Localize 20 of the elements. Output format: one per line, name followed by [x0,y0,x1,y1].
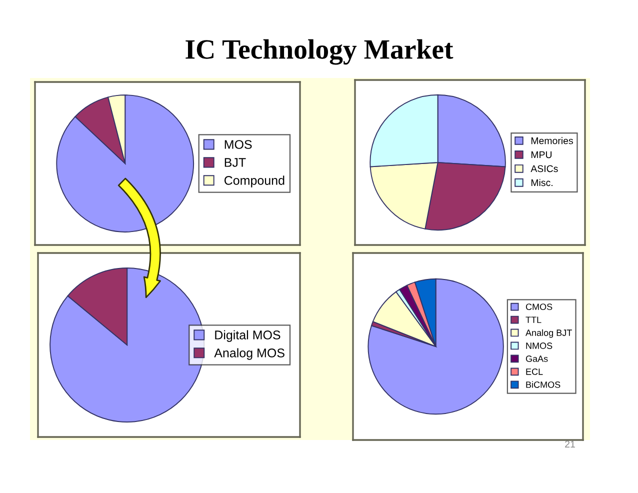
legend-label: Misc. [531,178,552,186]
legend-label: NMOS [526,342,552,349]
pie-slice [368,278,504,415]
legend-label: ECL [526,368,543,375]
pie-slice [56,94,194,232]
legend-label: Memories [531,137,573,144]
legend-label: BiCMOS [526,381,560,388]
legend-label: GaAs [526,356,548,362]
legend-label: Digital MOS [215,330,280,342]
legend-label: CMOS [526,304,552,310]
legend-label: TTL [526,316,542,323]
legend-label: BJT [224,158,246,167]
legend-label: MPU [531,151,552,158]
legend-label: Compound [224,176,284,188]
legend-label: Analog MOS [214,348,284,360]
chart-title: IC Technology Market [186,39,454,65]
legend-label: Analog BJT [526,329,572,338]
legend-label: MOS [224,140,252,149]
legend-label: ASICs [530,165,558,172]
text: 21 [565,440,575,448]
